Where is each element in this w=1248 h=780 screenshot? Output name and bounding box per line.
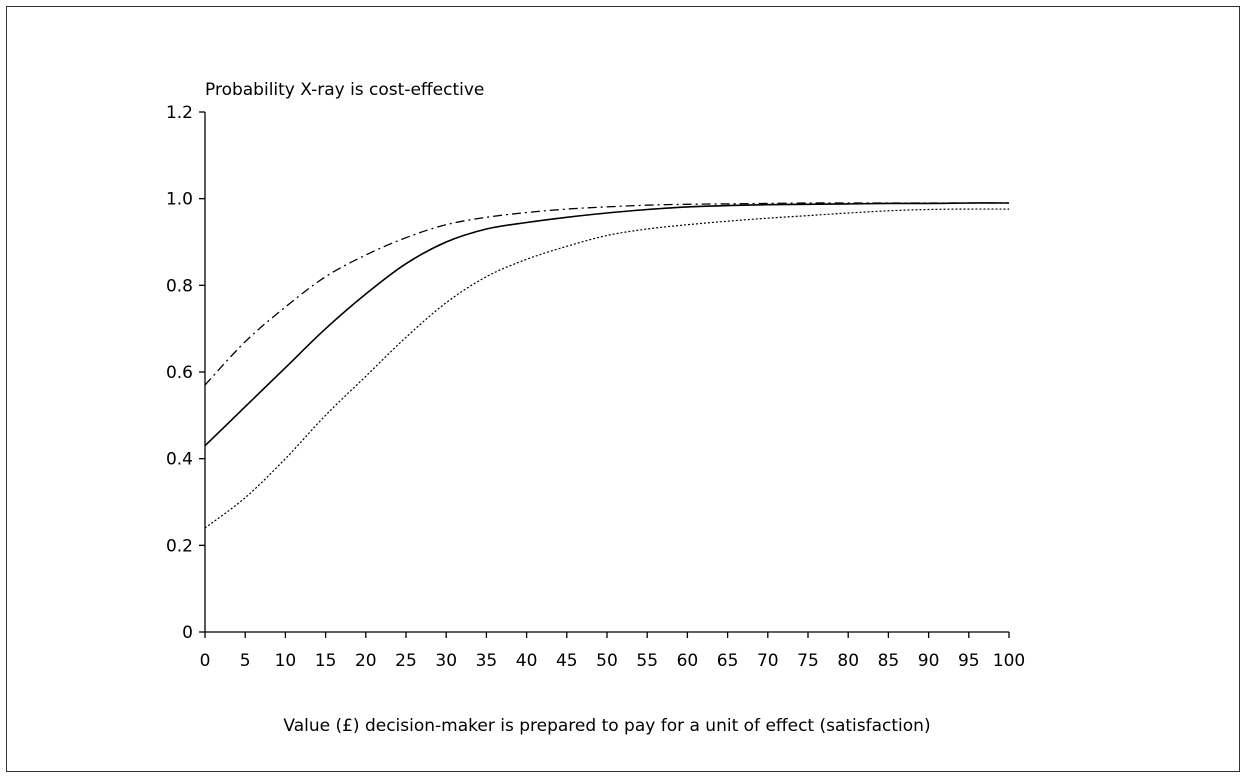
y-axis-label: Probability X-ray is cost-effective <box>205 80 484 100</box>
series-group <box>204 202 1010 529</box>
x-tick-label: 50 <box>596 651 618 671</box>
x-tick-label: 25 <box>395 651 417 671</box>
x-tick-label: 75 <box>797 651 819 671</box>
y-tick-label: 1.0 <box>166 190 193 210</box>
x-tick-label: 85 <box>878 651 900 671</box>
x-axis-label: Value (£) decision-maker is prepared to … <box>283 716 930 736</box>
x-tick-label: 20 <box>355 651 377 671</box>
series-line-solid <box>204 202 1010 447</box>
x-tick-label: 5 <box>240 651 251 671</box>
x-tick-label: 100 <box>993 651 1025 671</box>
x-tick-label: 70 <box>757 651 779 671</box>
y-tick-label: 0 <box>182 623 193 643</box>
x-tick-label: 10 <box>275 651 297 671</box>
x-tick-label: 80 <box>837 651 859 671</box>
x-tick-label: 60 <box>677 651 699 671</box>
x-tick-label: 55 <box>636 651 658 671</box>
y-tick-label: 1.2 <box>166 103 193 123</box>
x-tick-label: 95 <box>958 651 980 671</box>
x-tick-label: 15 <box>315 651 337 671</box>
x-tick-label: 35 <box>476 651 498 671</box>
x-tick-label: 65 <box>717 651 739 671</box>
x-tick-label: 30 <box>435 651 457 671</box>
axes: 0 0.2 0.4 0.6 0.8 1.0 1.2 0 5 10 15 20 25 30 35 40 45 50 5… <box>166 103 1025 671</box>
x-tick-label: 40 <box>516 651 538 671</box>
x-tick-label: 45 <box>556 651 578 671</box>
series-line-dotted <box>204 208 1010 529</box>
series-line-dash-dot <box>204 202 1009 386</box>
chart-frame <box>6 6 1240 772</box>
x-tick-label: 0 <box>200 651 211 671</box>
y-tick-label: 0.8 <box>166 276 193 296</box>
y-tick-label: 0.4 <box>166 450 193 470</box>
x-tick-label: 90 <box>918 651 940 671</box>
y-tick-label: 0.2 <box>166 536 193 556</box>
y-tick-label: 0.6 <box>166 363 193 383</box>
